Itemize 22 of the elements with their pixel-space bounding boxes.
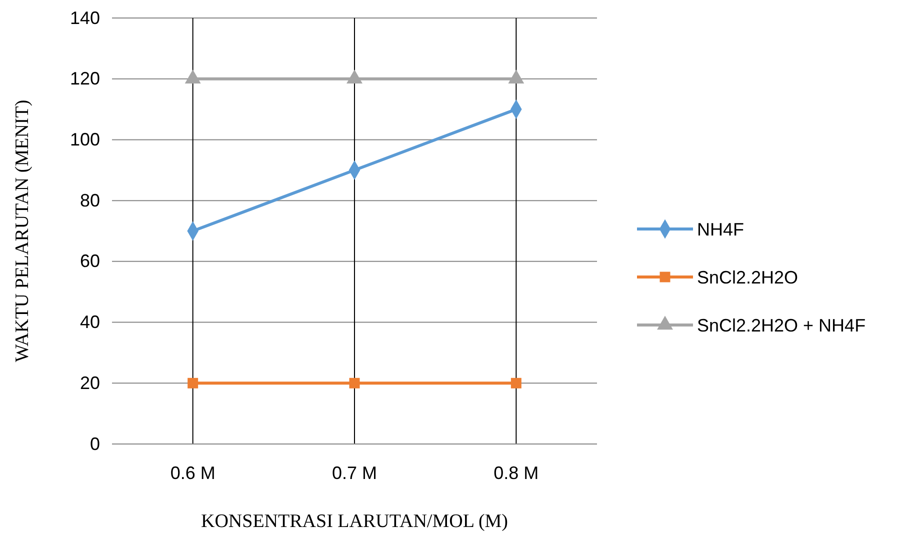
x-axis-title: KONSENTRASI LARUTAN/MOL (M) — [200, 511, 508, 532]
point — [346, 70, 362, 84]
y-tick-label: 60 — [80, 251, 100, 272]
y-tick-label: 0 — [90, 434, 100, 454]
legend-label: SnCl2.2H2O — [697, 267, 798, 288]
y-tick-label: 120 — [70, 68, 100, 89]
x-tick-label: 0.8 M — [494, 462, 539, 483]
y-tick-label: 20 — [80, 372, 100, 393]
y-tick-label: 40 — [80, 312, 100, 332]
x-tick-label: 0.7 M — [332, 462, 378, 483]
y-tick-label: 140 — [70, 8, 100, 28]
point — [510, 378, 522, 388]
point — [184, 70, 201, 84]
y-axis-title: WAKTU PELARUTAN (MENIT) — [12, 100, 33, 362]
point — [349, 378, 360, 388]
point — [508, 70, 524, 84]
legend-label: SnCl2.2H2O + NH4F — [697, 315, 866, 336]
point — [188, 378, 198, 388]
y-tick-label: 80 — [80, 190, 100, 210]
x-tick-label: 0.6 M — [170, 462, 216, 483]
y-tick-label: 100 — [70, 129, 100, 150]
legend-label: NH4F — [697, 219, 744, 240]
